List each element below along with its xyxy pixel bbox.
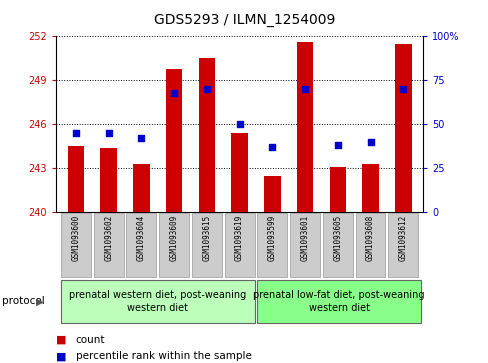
Bar (329, 167, 346, 212)
Text: GSM1093612: GSM1093612 (398, 214, 407, 261)
Point (170, 90, 178, 95)
Text: ■: ■ (56, 351, 66, 362)
Bar (133, 164, 149, 212)
Bar (257, 280, 420, 322)
Bar (362, 164, 378, 212)
Text: GSM1093600: GSM1093600 (71, 214, 80, 261)
Text: ▶: ▶ (36, 296, 43, 306)
Bar (322, 213, 352, 277)
Text: GSM1093604: GSM1093604 (137, 214, 145, 261)
Text: count: count (76, 335, 105, 345)
Text: percentile rank within the sample: percentile rank within the sample (76, 351, 251, 362)
Text: GSM1093599: GSM1093599 (267, 214, 276, 261)
Point (268, 144, 276, 150)
Bar (387, 213, 417, 277)
Bar (355, 213, 385, 277)
Point (72, 130, 80, 136)
Text: GSM1093609: GSM1093609 (169, 214, 178, 261)
Bar (394, 44, 411, 212)
Point (301, 86, 308, 92)
Bar (126, 213, 156, 277)
Bar (289, 213, 319, 277)
Bar (61, 280, 254, 322)
Bar (231, 133, 247, 212)
Bar (264, 176, 280, 212)
Bar (257, 213, 286, 277)
Text: GSM1093619: GSM1093619 (235, 214, 244, 261)
Point (137, 135, 145, 141)
Bar (165, 69, 182, 212)
Text: GSM1093608: GSM1093608 (366, 214, 374, 261)
Bar (100, 148, 117, 212)
Text: prenatal low-fat diet, post-weaning
western diet: prenatal low-fat diet, post-weaning west… (253, 290, 424, 313)
Point (333, 143, 341, 148)
Text: ■: ■ (56, 335, 66, 345)
Text: protocol: protocol (2, 296, 45, 306)
Text: prenatal western diet, post-weaning
western diet: prenatal western diet, post-weaning west… (69, 290, 246, 313)
Point (366, 139, 374, 145)
Point (399, 86, 407, 92)
Text: GSM1093615: GSM1093615 (202, 214, 211, 261)
Point (104, 130, 112, 136)
Text: GSM1093605: GSM1093605 (333, 214, 342, 261)
Text: GSM1093602: GSM1093602 (104, 214, 113, 261)
Point (203, 86, 210, 92)
Bar (67, 146, 84, 212)
Bar (296, 42, 313, 212)
Bar (192, 213, 222, 277)
Bar (198, 58, 215, 212)
Bar (94, 213, 123, 277)
Bar (159, 213, 189, 277)
Bar (61, 213, 91, 277)
Point (235, 122, 243, 127)
Text: GSM1093601: GSM1093601 (300, 214, 309, 261)
Bar (224, 213, 254, 277)
Text: GDS5293 / ILMN_1254009: GDS5293 / ILMN_1254009 (154, 13, 334, 27)
